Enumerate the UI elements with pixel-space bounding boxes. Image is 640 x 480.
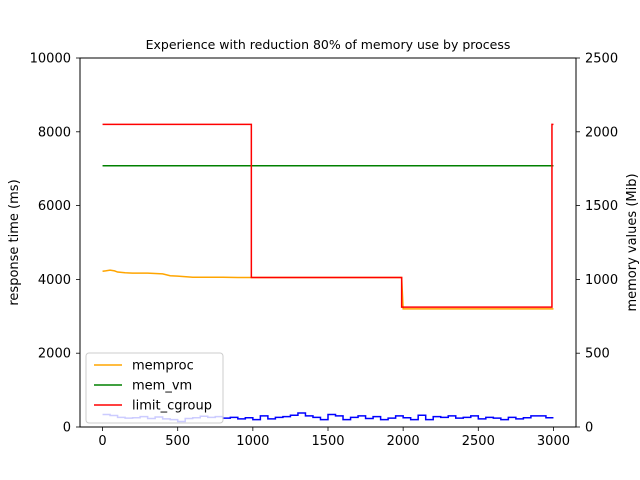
x-tick-label: 0 (98, 434, 106, 449)
x-tick-label: 3000 (537, 434, 570, 449)
y-right-tick-label: 1000 (585, 273, 618, 288)
y-left-tick-label: 10000 (30, 52, 71, 67)
y-right-tick-label: 2500 (585, 52, 618, 67)
y-left-tick-label: 6000 (38, 199, 71, 214)
x-tick-label: 500 (165, 434, 190, 449)
chart-title: Experience with reduction 80% of memory … (146, 37, 511, 52)
legend-label-memproc: memproc (132, 359, 194, 374)
y-left-tick-label: 8000 (38, 125, 71, 140)
y-right-tick-label: 0 (585, 421, 593, 436)
y-left-tick-label: 2000 (38, 347, 71, 362)
y-axis-right: 0 500 1000 1500 2000 2500 (576, 52, 618, 436)
y-left-tick-label: 0 (63, 421, 71, 436)
x-tick-label: 1500 (311, 434, 344, 449)
legend-label-limit-cgroup: limit_cgroup (132, 399, 212, 414)
x-tick-label: 1000 (236, 434, 269, 449)
y-left-tick-label: 4000 (38, 273, 71, 288)
series-line-limit-cgroup (102, 123, 554, 308)
x-tick-label: 2500 (462, 434, 495, 449)
series-line-memproc (102, 269, 554, 310)
y-right-tick-label: 1500 (585, 199, 618, 214)
x-tick-label: 2000 (387, 434, 420, 449)
y-axis-left-label: response time (ms) (7, 179, 22, 305)
x-axis: 0 500 1000 1500 2000 2500 3000 (98, 427, 570, 449)
y-axis-right-label: memory values (Mib) (625, 173, 640, 311)
y-right-tick-label: 500 (585, 347, 610, 362)
legend-label-mem-vm: mem_vm (132, 379, 192, 394)
y-axis-left: 0 2000 4000 6000 8000 10000 (30, 52, 80, 436)
y-right-tick-label: 2000 (585, 125, 618, 140)
legend: memproc mem_vm limit_cgroup (85, 352, 224, 424)
